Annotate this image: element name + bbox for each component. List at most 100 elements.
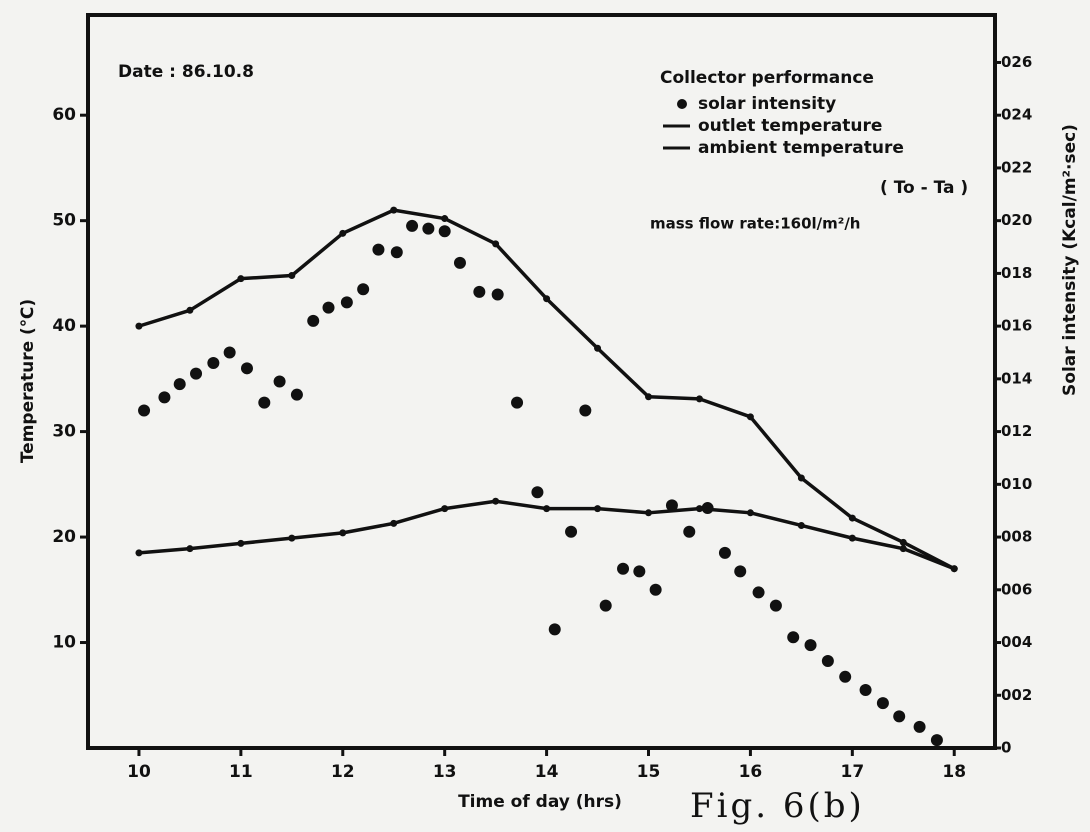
solar-point — [390, 246, 403, 259]
line-vertex — [492, 240, 500, 248]
x-tick-label: 18 — [942, 762, 966, 782]
legend-note: ( To - Ta ) — [880, 178, 968, 198]
solar-point — [804, 639, 817, 652]
solar-point — [406, 219, 419, 232]
line-vertex — [288, 534, 296, 542]
line-vertex — [950, 565, 958, 573]
line-vertex — [797, 521, 805, 529]
y2-tick-label: 026 — [1001, 53, 1032, 71]
line-vertex — [797, 474, 805, 482]
line-vertex — [288, 272, 296, 280]
solar-point — [307, 314, 320, 327]
solar-point — [599, 599, 612, 612]
solar-point — [340, 296, 353, 309]
y2-tick-label: 002 — [1001, 686, 1032, 704]
y-tick-label: 40 — [52, 316, 76, 336]
line-vertex — [390, 519, 398, 527]
line-vertex — [339, 529, 347, 537]
y-tick-label: 50 — [52, 211, 76, 231]
y2-tick-label: 004 — [1001, 633, 1032, 651]
solar-point — [859, 683, 872, 696]
solar-point — [718, 546, 731, 559]
solar-point — [138, 404, 151, 417]
line-vertex — [186, 545, 194, 553]
y2-tick-label: 0 — [1001, 739, 1011, 757]
y2-tick-label: 024 — [1001, 106, 1032, 124]
solar-point — [273, 375, 286, 388]
solar-point — [240, 362, 253, 375]
line-vertex — [390, 206, 398, 214]
solar-point — [893, 710, 906, 723]
line-vertex — [899, 545, 907, 553]
line-vertex — [339, 229, 347, 237]
y2-tick-label: 012 — [1001, 422, 1032, 440]
solar-point — [453, 256, 466, 269]
line-vertex — [899, 538, 907, 546]
y-axis-label: Temperature (℃) — [18, 299, 38, 463]
x-axis-label: Time of day (hrs) — [458, 792, 622, 812]
solar-point — [422, 222, 435, 235]
y2-tick-label: 006 — [1001, 580, 1032, 598]
solar-point — [322, 301, 335, 314]
line-vertex — [543, 295, 551, 303]
line-vertex — [135, 322, 143, 330]
series-line — [138, 208, 956, 571]
legend-label: ambient temperature — [698, 138, 904, 158]
y-tick-label: 60 — [52, 105, 76, 125]
line-vertex — [135, 549, 143, 557]
solar-point — [665, 499, 678, 512]
line-vertex — [746, 509, 754, 517]
solar-point — [173, 378, 186, 391]
line-vertex — [186, 306, 194, 314]
solar-point — [752, 586, 765, 599]
solar-point — [372, 243, 385, 256]
x-tick-label: 14 — [535, 762, 559, 782]
x-tick-label: 16 — [739, 762, 763, 782]
solar-point — [839, 670, 852, 683]
legend-label: solar intensity — [698, 94, 836, 114]
y2-tick-label: 018 — [1001, 264, 1032, 282]
line-vertex — [848, 534, 856, 542]
y2-tick-label: 020 — [1001, 211, 1032, 229]
line-vertex — [746, 413, 754, 421]
solar-point — [787, 631, 800, 644]
y2-tick-label: 014 — [1001, 369, 1032, 387]
x-tick-label: 17 — [840, 762, 864, 782]
x-tick-label: 10 — [127, 762, 151, 782]
line-vertex — [695, 395, 703, 403]
solar-point — [821, 654, 834, 667]
line-vertex — [645, 393, 653, 401]
solar-point — [617, 562, 630, 575]
solar-point — [734, 565, 747, 578]
legend-marker — [677, 99, 687, 109]
line-vertex — [441, 215, 449, 223]
y2-axis-label: Solar intensity (Kcal/m²·sec) — [1060, 124, 1080, 396]
solar-point — [930, 734, 943, 747]
y-tick-label: 10 — [52, 633, 76, 653]
date-annotation: Date : 86.10.8 — [118, 62, 254, 82]
line-vertex — [441, 505, 449, 513]
x-tick-label: 13 — [433, 762, 457, 782]
solar-point — [649, 583, 662, 596]
solar-point — [633, 565, 646, 578]
solar-point — [548, 623, 561, 636]
solar-point — [223, 346, 236, 359]
solar-point — [565, 525, 578, 538]
solar-point — [769, 599, 782, 612]
solar-point — [876, 697, 889, 710]
line-vertex — [237, 275, 245, 283]
y-tick-label: 20 — [52, 527, 76, 547]
solar-point — [207, 357, 220, 370]
x-tick-label: 11 — [229, 762, 253, 782]
legend-title: Collector performance — [660, 68, 874, 88]
solar-point — [290, 388, 303, 401]
line-vertex — [594, 344, 602, 352]
y2-tick-label: 016 — [1001, 317, 1032, 335]
solar-point — [531, 486, 544, 499]
line-vertex — [695, 505, 703, 513]
solar-point — [258, 396, 271, 409]
x-tick-label: 15 — [637, 762, 661, 782]
solar-point — [190, 367, 203, 380]
solar-point — [473, 285, 486, 298]
